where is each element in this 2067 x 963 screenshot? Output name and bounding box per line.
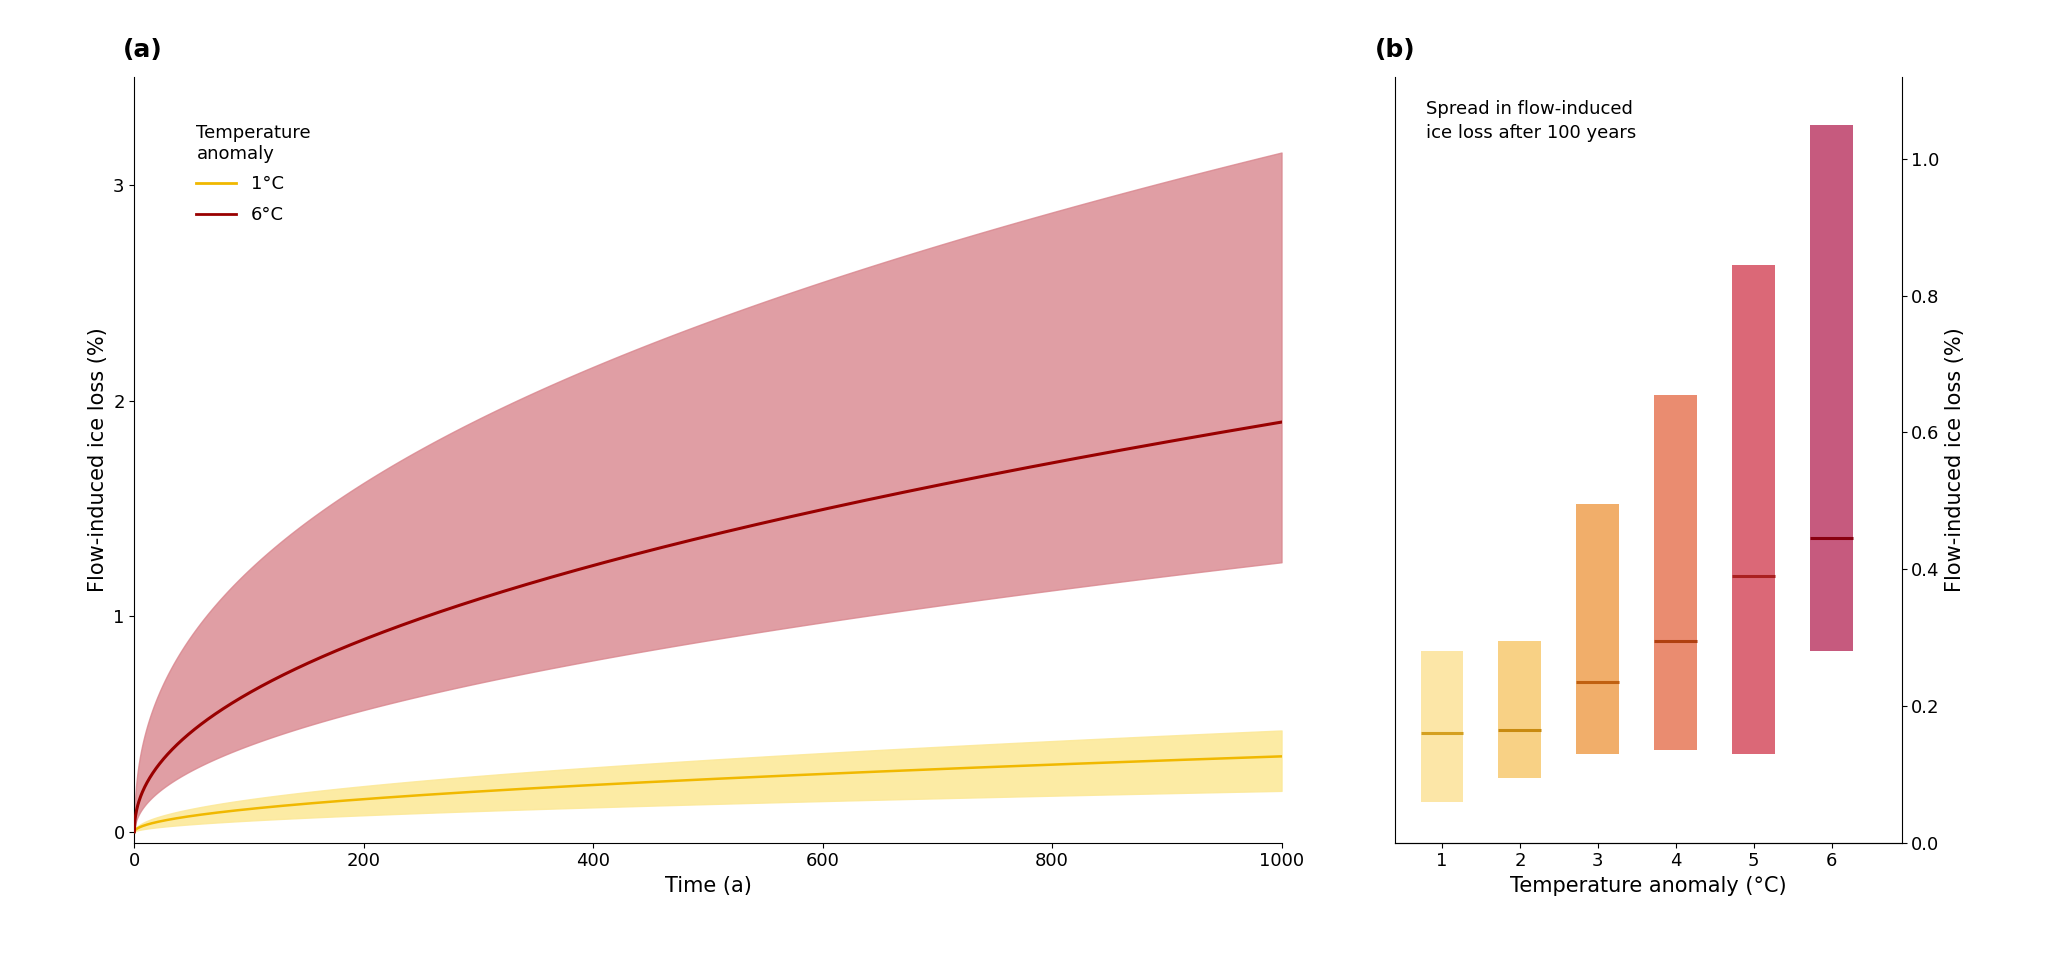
Bar	[1732, 265, 1776, 754]
Y-axis label: Flow-induced ice loss (%): Flow-induced ice loss (%)	[1945, 327, 1966, 592]
Text: (a): (a)	[122, 38, 163, 62]
Bar	[1577, 505, 1618, 754]
X-axis label: Temperature anomaly (°C): Temperature anomaly (°C)	[1511, 876, 1786, 896]
Legend: 1°C, 6°C: 1°C, 6°C	[190, 117, 318, 231]
X-axis label: Time (a): Time (a)	[664, 876, 752, 896]
Text: Spread in flow-induced
ice loss after 100 years: Spread in flow-induced ice loss after 10…	[1426, 100, 1635, 142]
Bar	[1654, 395, 1697, 750]
Bar	[1499, 641, 1542, 778]
Text: (b): (b)	[1375, 38, 1416, 62]
Y-axis label: Flow-induced ice loss (%): Flow-induced ice loss (%)	[87, 327, 107, 592]
Bar	[1420, 651, 1463, 801]
Bar	[1811, 125, 1852, 651]
